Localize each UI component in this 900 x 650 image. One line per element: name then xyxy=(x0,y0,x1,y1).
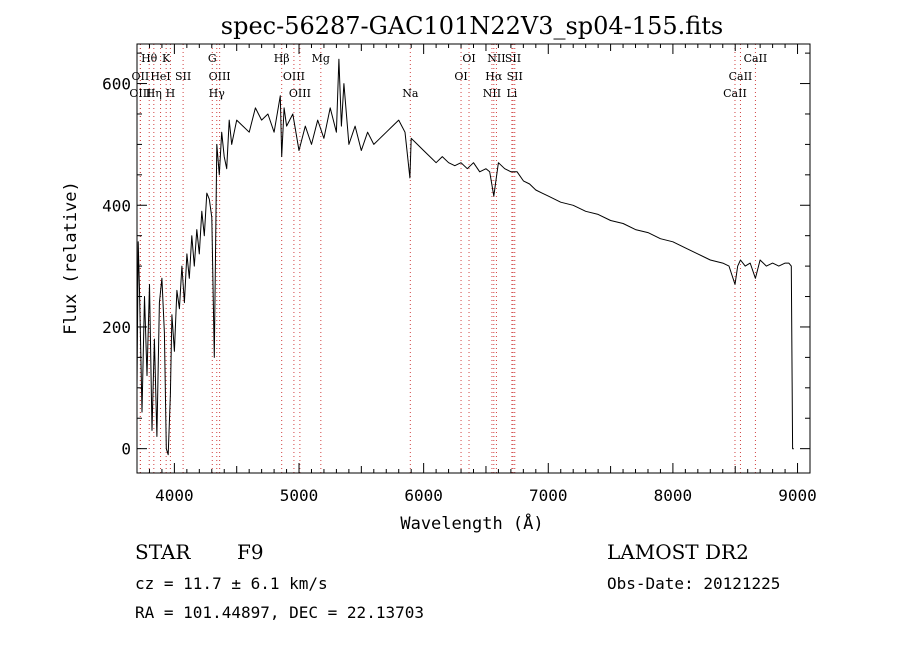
spectrum-series xyxy=(136,58,794,456)
spectral-line-label: Mg xyxy=(312,52,330,65)
y-tick-label: 200 xyxy=(102,318,131,337)
spectral-line-label: NII xyxy=(487,52,505,65)
x-tick-label: 7000 xyxy=(529,486,568,505)
spectral-line-label: OI xyxy=(454,70,467,83)
spectral-line-label: SII xyxy=(507,70,523,83)
spectral-line-label: CaII xyxy=(729,70,753,83)
spectral-line-label: OIII xyxy=(129,87,151,100)
spectral-line-label: CaII xyxy=(744,52,768,65)
spectral-line-label: H xyxy=(166,87,176,100)
obs-date-label: Obs-Date: 20121225 xyxy=(607,574,781,593)
spectral-line-label: Li xyxy=(506,87,517,100)
chart-title: spec-56287-GAC101N22V3_sp04-155.fits xyxy=(221,12,723,40)
spectral-line-label: G xyxy=(208,52,217,65)
spectrum-line xyxy=(136,58,794,456)
spectral-line-label: OIII xyxy=(289,87,311,100)
spectral-line-label: K xyxy=(162,52,171,65)
spectral-line-label: Na xyxy=(402,87,419,100)
object-class: STAR xyxy=(135,540,191,564)
spectral-line-label: HeI xyxy=(150,70,170,83)
x-tick-label: 9000 xyxy=(778,486,817,505)
y-tick-label: 400 xyxy=(102,196,131,215)
spectral-line-label: SII xyxy=(505,52,521,65)
spectral-line-label: NII xyxy=(483,87,501,100)
x-tick-label: 5000 xyxy=(280,486,319,505)
spectral-line-label: SII xyxy=(175,70,191,83)
x-tick-label: 4000 xyxy=(155,486,194,505)
spectral-line-label: Hη xyxy=(146,87,162,100)
y-tick-label: 600 xyxy=(102,75,131,94)
x-axis-label: Wavelength (Å) xyxy=(400,512,543,534)
x-tick-label: 6000 xyxy=(404,486,443,505)
object-subclass: F9 xyxy=(237,540,264,564)
x-axis: 4000 5000 6000 7000 8000 9000 xyxy=(136,44,817,505)
spectral-line-label: OIII xyxy=(209,70,231,83)
x-tick-label: 8000 xyxy=(654,486,693,505)
y-tick-label: 0 xyxy=(121,440,131,459)
spectral-line-label: Hβ xyxy=(274,52,290,65)
spectral-line-label: OIII xyxy=(283,70,305,83)
plot-frame xyxy=(136,43,811,474)
survey-label: LAMOST DR2 xyxy=(607,540,749,564)
spectral-line-label: Hθ xyxy=(141,52,158,65)
spectral-line-label: OII xyxy=(132,70,150,83)
coordinates-label: RA = 101.44897, DEC = 22.13703 xyxy=(135,603,424,622)
spectral-line-label: Hγ xyxy=(209,87,226,100)
spectral-line-markers xyxy=(139,44,756,473)
spectral-line-label: Hα xyxy=(485,70,503,83)
spectral-line-label: OI xyxy=(462,52,475,65)
redshift-label: cz = 11.7 ± 6.1 km/s xyxy=(135,574,328,593)
y-axis: 0 200 400 600 xyxy=(102,52,810,459)
y-axis-label: Flux (relative) xyxy=(61,181,81,335)
spectral-line-label: CaII xyxy=(723,87,747,100)
